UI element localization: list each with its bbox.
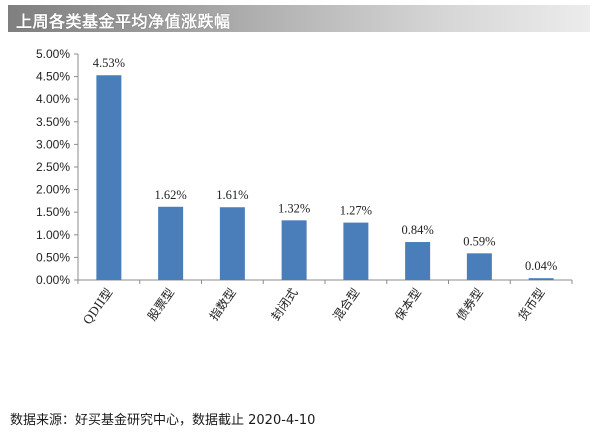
chart-title: 上周各类基金平均净值涨跌幅: [16, 12, 231, 31]
bar: [466, 253, 492, 280]
x-category-label: QDII型: [80, 286, 115, 328]
x-category-label: 债券型: [453, 285, 486, 323]
x-category-label: 保本型: [392, 286, 424, 324]
bar: [528, 278, 554, 280]
y-tick-label: 4.00%: [36, 92, 70, 106]
data-label: 0.59%: [463, 234, 495, 248]
y-tick-label: 2.00%: [36, 183, 70, 197]
data-label: 1.32%: [278, 201, 310, 215]
data-label: 1.61%: [216, 188, 248, 202]
y-tick-label: 4.50%: [36, 70, 70, 84]
bar: [219, 207, 245, 280]
data-label: 1.62%: [154, 188, 186, 202]
y-tick-label: 0.00%: [36, 273, 70, 287]
y-tick-label: 1.00%: [36, 228, 70, 242]
y-tick-label: 2.50%: [36, 160, 70, 174]
data-label: 1.27%: [340, 204, 372, 218]
x-category-label: 指数型: [206, 285, 239, 323]
y-tick-label: 3.00%: [36, 137, 70, 151]
y-tick-label: 5.00%: [36, 47, 70, 61]
data-label: 0.84%: [401, 223, 433, 237]
data-label: 4.53%: [93, 56, 125, 70]
data-label: 0.04%: [525, 259, 557, 273]
y-tick-label: 1.50%: [36, 205, 70, 219]
chart-title-bar: 上周各类基金平均净值涨跌幅: [8, 5, 590, 32]
x-category-label: 股票型: [145, 286, 177, 324]
x-category-label: 封闭式: [268, 286, 300, 324]
bar: [158, 206, 184, 280]
y-tick-label: 0.50%: [36, 250, 70, 264]
bar: [96, 75, 122, 280]
x-category-label: 货币型: [515, 285, 548, 323]
bar: [405, 242, 431, 280]
bar: [343, 222, 369, 280]
data-source-note: 数据来源：好买基金研究中心，数据截止 2020-4-10: [10, 413, 316, 428]
y-tick-label: 3.50%: [36, 115, 70, 129]
x-category-label: 混合型: [329, 285, 362, 323]
bar: [281, 220, 307, 280]
bar-chart: 0.00% 0.50% 1.00% 1.50% 2.00% 2.50% 3.00% 3.50%…: [36, 47, 573, 328]
